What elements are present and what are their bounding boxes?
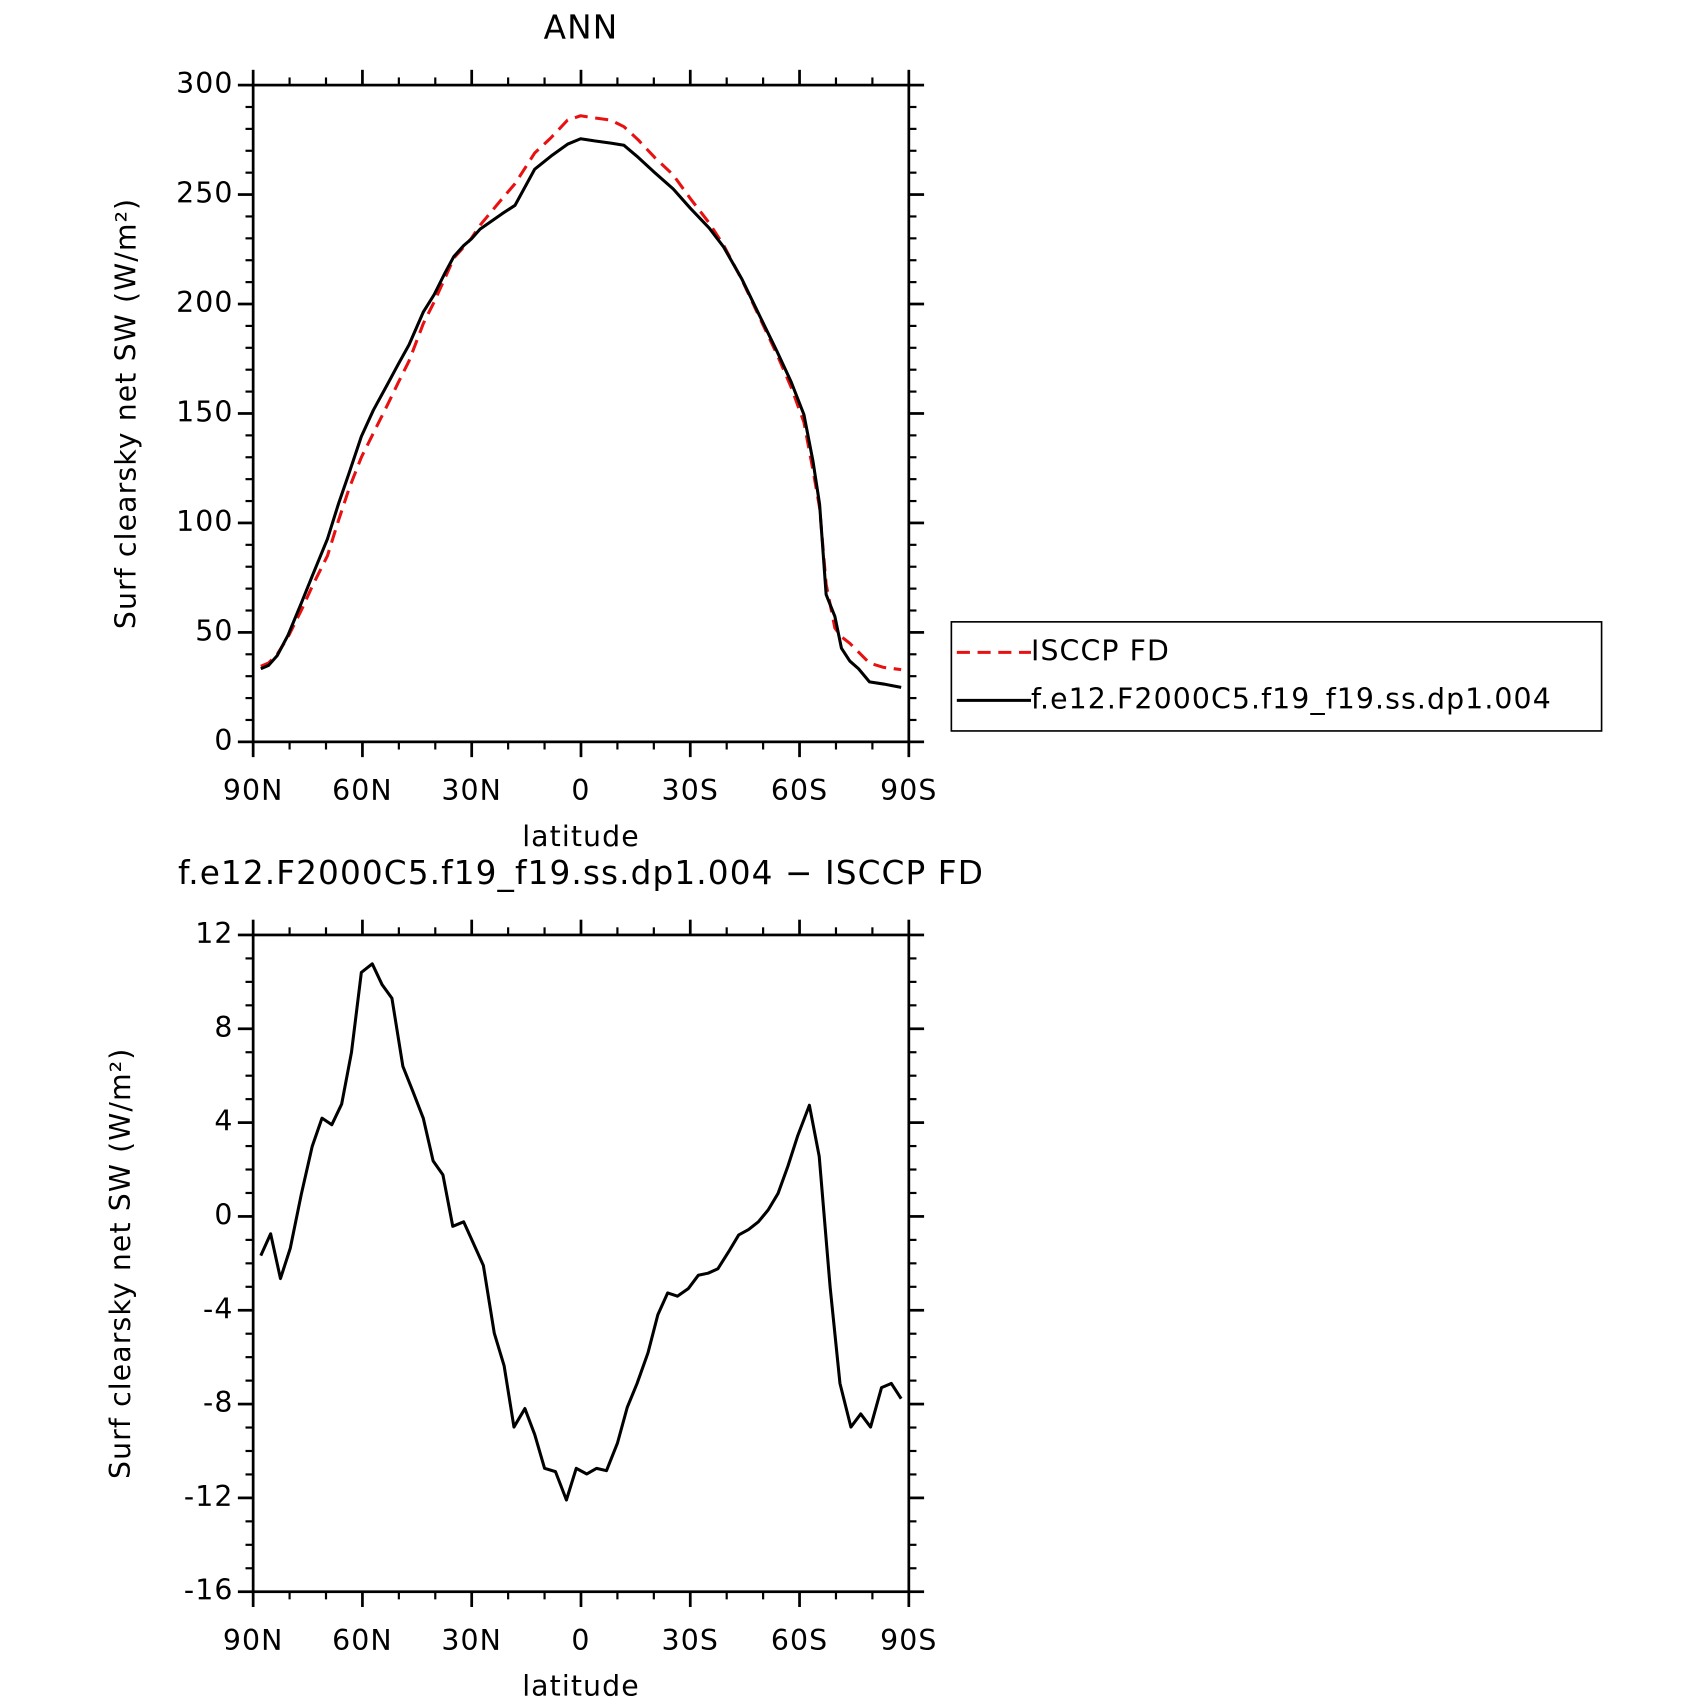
legend-label: ISCCP FD xyxy=(1031,634,1170,667)
x-tick-label: 30N xyxy=(441,1624,502,1657)
x-tick-label: 30S xyxy=(662,1624,719,1657)
y-tick-label: 300 xyxy=(176,67,233,100)
x-tick-label: 90N xyxy=(223,1624,284,1657)
series-line xyxy=(260,137,902,689)
y-tick-label: 0 xyxy=(214,724,233,757)
y-axis-label: Surf clearsky net SW (W/m²) xyxy=(110,198,143,629)
legend-label: f.e12.F2000C5.f19_f19.ss.dp1.004 xyxy=(1031,682,1552,715)
y-tick-label: 200 xyxy=(176,286,233,319)
series-line xyxy=(260,114,902,672)
y-tick-label: 0 xyxy=(214,1198,233,1231)
x-tick-label: 60S xyxy=(771,1624,828,1657)
chart-title: ANN xyxy=(544,8,619,46)
x-tick-label: 30S xyxy=(662,774,719,807)
y-tick-label: 250 xyxy=(176,177,233,210)
x-tick-label: 90S xyxy=(880,774,937,807)
x-tick-label: 90N xyxy=(223,774,284,807)
y-tick-label: -4 xyxy=(203,1292,233,1325)
y-tick-label: 100 xyxy=(176,505,233,538)
y-tick-label: -12 xyxy=(184,1480,234,1513)
y-tick-label: -8 xyxy=(203,1386,233,1419)
x-tick-label: 60S xyxy=(771,774,828,807)
plot-frame xyxy=(251,83,911,744)
x-tick-label: 30N xyxy=(441,774,502,807)
plot-frame xyxy=(251,933,911,1594)
x-axis-label: latitude xyxy=(522,820,640,853)
x-tick-label: 60N xyxy=(332,774,393,807)
x-tick-label: 90S xyxy=(880,1624,937,1657)
legend-box xyxy=(950,621,1603,732)
chart-title: f.e12.F2000C5.f19_f19.ss.dp1.004 − ISCCP… xyxy=(178,854,984,892)
y-tick-label: 12 xyxy=(195,917,233,950)
y-tick-label: 50 xyxy=(195,614,233,647)
y-tick-label: -16 xyxy=(184,1574,234,1607)
y-tick-label: 150 xyxy=(176,395,233,428)
x-tick-label: 0 xyxy=(571,1624,590,1657)
y-axis-label: Surf clearsky net SW (W/m²) xyxy=(104,1048,137,1479)
series-line xyxy=(259,962,903,1502)
x-axis-label: latitude xyxy=(522,1670,640,1703)
y-tick-label: 4 xyxy=(214,1105,233,1138)
y-tick-label: 8 xyxy=(214,1011,233,1044)
x-tick-label: 0 xyxy=(571,774,590,807)
x-tick-label: 60N xyxy=(332,1624,393,1657)
